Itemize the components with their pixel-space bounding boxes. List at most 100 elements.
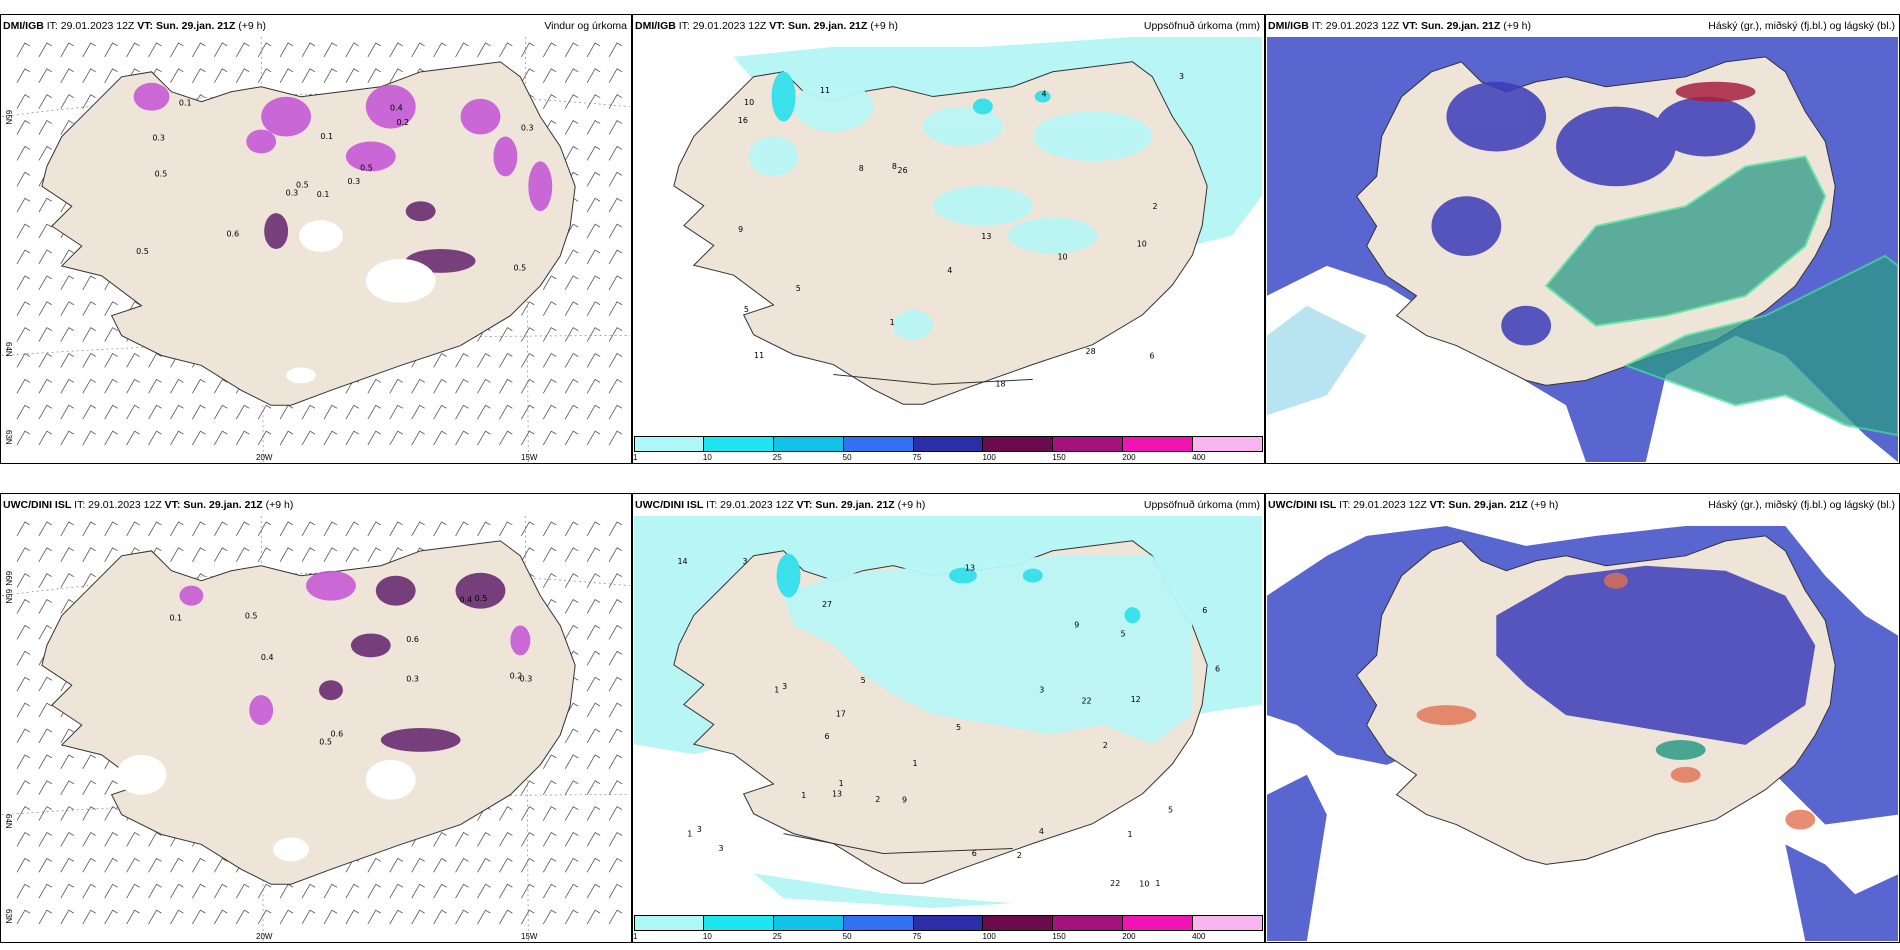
wind-barb bbox=[104, 301, 118, 316]
wind-barb bbox=[586, 327, 601, 342]
cloud-cover-map[interactable] bbox=[1267, 37, 1898, 462]
wind-barb bbox=[564, 275, 579, 291]
wind-barb bbox=[38, 68, 53, 83]
init-time: IT: 29.01.2023 12Z bbox=[74, 499, 162, 511]
wind-barb bbox=[477, 430, 491, 446]
wind-barb bbox=[60, 68, 74, 83]
wind-barb bbox=[301, 42, 316, 58]
colorbar-tick-label: 75 bbox=[912, 932, 922, 941]
wind-barb bbox=[608, 145, 623, 161]
wind-barb bbox=[38, 857, 53, 873]
wind-barb bbox=[608, 599, 623, 614]
colorbar-swatch bbox=[1123, 436, 1194, 452]
wind-barb bbox=[455, 909, 469, 925]
wind-barb bbox=[38, 404, 53, 420]
precip-value-label: 1 bbox=[839, 779, 844, 788]
wind-barb bbox=[170, 909, 184, 925]
wind-barb bbox=[323, 547, 338, 562]
accum-precip-map[interactable]: 1 1 3 2 1 27 9 6 13 22 12 13 14 22 17 4 5 6 6 5 10 3 2 1 1 3 6 3 5 1 1… bbox=[634, 516, 1263, 914]
wind-barb bbox=[608, 573, 623, 588]
wind-barb bbox=[477, 909, 491, 925]
wind-barb bbox=[16, 145, 31, 161]
colorbar-swatch bbox=[983, 915, 1054, 931]
wind-barb bbox=[38, 806, 53, 821]
wind-barb bbox=[564, 301, 579, 316]
precip-value-label: 5 bbox=[796, 284, 801, 293]
precip-value-label: 6 bbox=[1149, 351, 1154, 360]
colorbar-tick-label: 25 bbox=[772, 453, 782, 462]
wind-barb bbox=[520, 327, 535, 342]
wind-barb bbox=[38, 197, 53, 213]
wind-barb bbox=[586, 223, 601, 239]
cloud-cover-map[interactable] bbox=[1267, 516, 1898, 941]
wind-barb bbox=[38, 883, 53, 899]
wind-barb bbox=[104, 352, 118, 368]
accum-precip-map[interactable]: 10 10 11 11 26 28 5 4 8 18 16 9 10 6 1 2 4 13 8 5 3 bbox=[634, 37, 1263, 435]
lat-label: 64N bbox=[4, 342, 13, 357]
wind-barb bbox=[586, 728, 601, 744]
wind-barb bbox=[82, 857, 96, 873]
wind-barb bbox=[367, 521, 381, 537]
colorbar-tick-label: 10 bbox=[702, 453, 712, 462]
wind-barb bbox=[564, 857, 579, 873]
panel-header: UWC/DINI ISL IT: 29.01.2023 12Z VT: Sun.… bbox=[1268, 498, 1895, 512]
precip-value-label: 17 bbox=[836, 710, 846, 719]
wind-barb bbox=[148, 883, 162, 899]
wind-barb bbox=[104, 806, 118, 821]
valid-time-label: VT: bbox=[1429, 499, 1446, 511]
precip-value-label: 8 bbox=[892, 162, 897, 171]
wind-barb bbox=[104, 909, 118, 925]
wind-barb bbox=[608, 547, 623, 562]
wind-barb bbox=[564, 728, 579, 744]
wind-barb bbox=[235, 68, 250, 83]
wind-barb bbox=[608, 780, 623, 795]
wind-barb bbox=[16, 754, 31, 770]
precip-value-label: 5 bbox=[1121, 630, 1126, 639]
wind-barb bbox=[499, 430, 513, 446]
wind-precip-map[interactable]: 0.1 0.3 0.5 0.5 0.5 0.6 0.4 0.1 0.2 0.3 0.1 0.5 0.5 0… bbox=[2, 37, 630, 462]
wind-barb bbox=[38, 599, 53, 614]
precip-value-label: 0.5 bbox=[360, 163, 373, 172]
wind-barb bbox=[257, 42, 272, 58]
wind-barb bbox=[455, 42, 469, 58]
wind-barb bbox=[499, 909, 513, 925]
wind-barb bbox=[433, 430, 447, 446]
model-name: DMI/IGB bbox=[3, 20, 44, 32]
colorbar-swatch bbox=[913, 436, 984, 452]
precip-value-label: 0.5 bbox=[296, 180, 309, 189]
wind-barb bbox=[301, 521, 316, 537]
wind-barb bbox=[608, 68, 623, 83]
wind-barb bbox=[564, 521, 579, 537]
wind-barb bbox=[235, 909, 250, 925]
wind-barb bbox=[104, 404, 118, 420]
wind-precip-map[interactable]: 0.1 0.5 0.6 0.6 0.4 0.5 0.3 0.4 0.5 0.3 0.2 bbox=[2, 516, 630, 941]
wind-barb bbox=[126, 378, 140, 394]
wind-barb bbox=[477, 857, 491, 873]
panel-header: DMI/IGB IT: 29.01.2023 12Z VT: Sun. 29.j… bbox=[3, 19, 627, 33]
wind-barb bbox=[564, 378, 579, 394]
precip-value-label: 2 bbox=[1017, 851, 1022, 860]
colorbar-tick-label: 50 bbox=[842, 932, 852, 941]
wind-barb bbox=[126, 404, 140, 420]
precip-value-label: 11 bbox=[820, 86, 830, 95]
wind-barb bbox=[608, 378, 623, 394]
wind-barb bbox=[367, 68, 381, 83]
wind-barb bbox=[16, 909, 31, 925]
wind-barb bbox=[82, 42, 96, 58]
lon-label: 20W bbox=[256, 932, 273, 941]
wind-barb bbox=[38, 430, 53, 446]
wind-barb bbox=[564, 94, 579, 109]
wind-barb bbox=[389, 68, 403, 83]
wind-barb bbox=[323, 909, 338, 925]
lat-label: 64N bbox=[4, 814, 13, 829]
wind-barb bbox=[60, 909, 74, 925]
wind-barb bbox=[564, 806, 579, 821]
wind-barb bbox=[192, 430, 206, 446]
wind-barb bbox=[16, 831, 31, 847]
wind-barb bbox=[82, 909, 96, 925]
wind-barb bbox=[126, 521, 140, 537]
wind-barb bbox=[104, 521, 118, 537]
precip-value-label: 10 bbox=[744, 98, 754, 107]
wind-barb bbox=[257, 404, 272, 420]
wind-barb bbox=[542, 68, 557, 83]
